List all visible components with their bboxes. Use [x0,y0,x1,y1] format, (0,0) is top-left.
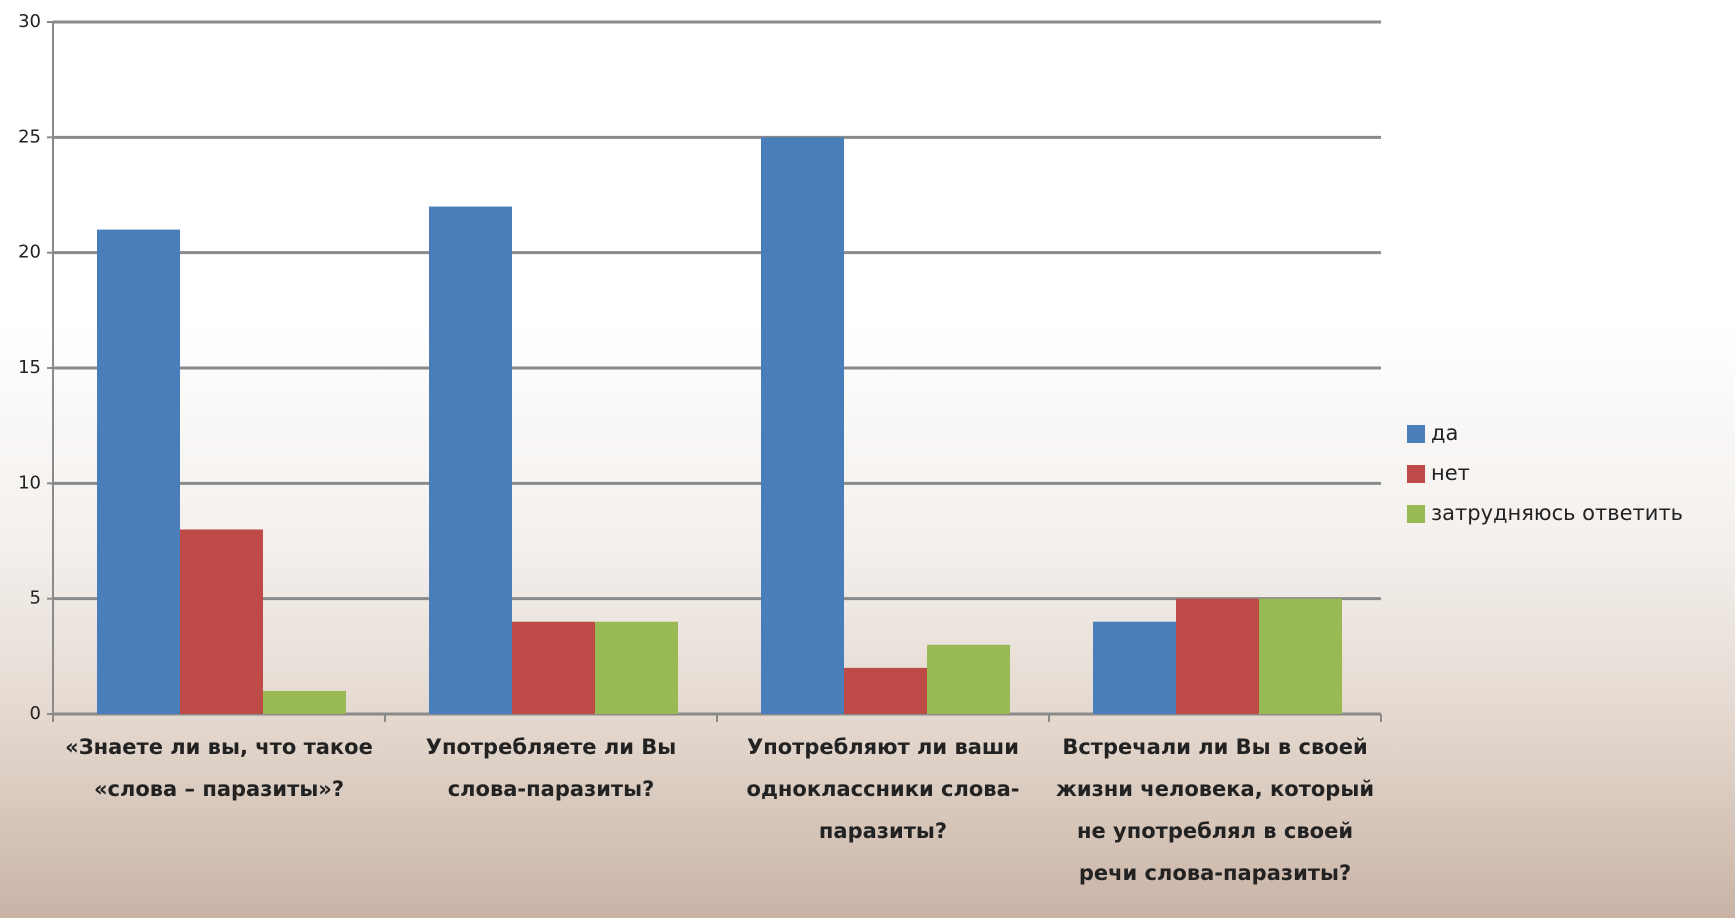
bar [429,206,512,715]
bar [595,621,678,714]
y-tick-label: 5 [30,588,41,609]
bar [180,529,263,714]
bar [263,690,346,714]
legend-swatch [1407,505,1425,523]
bar [512,621,595,714]
bar [927,644,1010,714]
bar [844,667,927,714]
bar [761,137,844,715]
legend-label: нет [1431,461,1470,485]
legend-label: да [1431,421,1458,445]
legend-label: затрудняюсь ответить [1431,501,1683,525]
x-tick-label: Встречали ли Вы в своей жизни человека, … [1055,735,1375,885]
y-tick-label: 15 [18,357,41,378]
bar [1259,598,1342,714]
x-tick-label: Употребляют ли ваши одноклассники слова-… [746,735,1020,843]
bar [1093,621,1176,714]
y-tick-label: 30 [18,11,41,32]
y-tick-label: 25 [18,126,41,147]
y-tick-label: 10 [18,472,41,493]
legend-swatch [1407,465,1425,483]
y-tick-label: 20 [18,242,41,263]
bar [97,229,180,714]
x-tick-label: «Знаете ли вы, что такое «слова – парази… [65,735,373,801]
y-tick-label: 0 [30,703,41,724]
legend-swatch [1407,425,1425,443]
x-tick-label: Употребляете ли Вы слова-паразиты? [425,735,677,801]
bar [1176,598,1259,714]
